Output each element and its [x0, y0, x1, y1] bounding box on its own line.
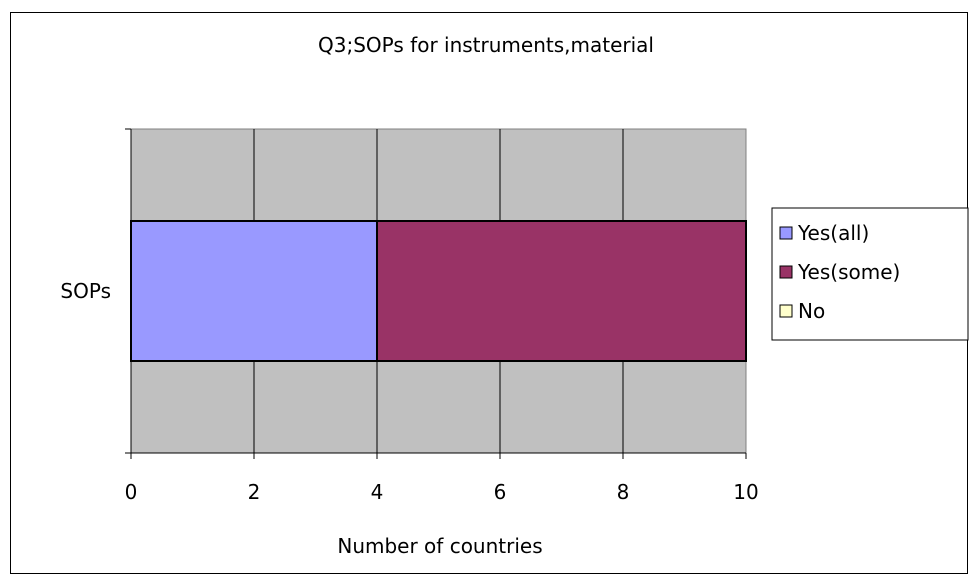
- chart-title: Q3;SOPs for instruments,material: [318, 33, 654, 57]
- legend-box: [771, 207, 969, 341]
- bar-yes-all-: [130, 220, 378, 362]
- legend-label-yes-some-: Yes(some): [797, 260, 900, 284]
- plot-area: SOPs 0 2 4 6 8 10: [60, 128, 759, 504]
- bar-yes-some-: [376, 220, 747, 362]
- legend: Yes(all) Yes(some) No: [771, 207, 969, 341]
- legend-swatch-yes-some-: [779, 265, 793, 279]
- legend-swatch-yes-all-: [779, 226, 793, 240]
- legend-label-no: No: [798, 299, 825, 323]
- x-tick-label: 6: [494, 480, 507, 504]
- x-axis-label: Number of countries: [337, 534, 542, 558]
- x-tick-label: 10: [733, 480, 758, 504]
- legend-swatch-no: [779, 304, 793, 318]
- category-label: SOPs: [60, 279, 111, 303]
- x-tick-label: 0: [125, 480, 138, 504]
- legend-label-yes-all-: Yes(all): [797, 221, 869, 245]
- x-tick-label: 8: [617, 480, 630, 504]
- x-tick-label: 4: [371, 480, 384, 504]
- x-tick-label: 2: [248, 480, 261, 504]
